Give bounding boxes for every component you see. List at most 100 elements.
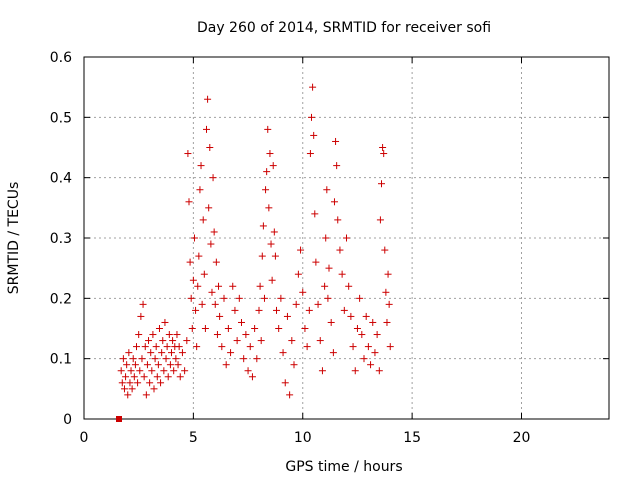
data-point: [173, 331, 181, 339]
data-point: [213, 331, 221, 339]
y-tick-label: 0.4: [50, 171, 72, 187]
data-point: [375, 367, 383, 375]
data-point: [166, 361, 174, 369]
data-point: [258, 252, 266, 260]
data-point: [146, 379, 154, 387]
data-point: [205, 204, 213, 212]
data-point: [160, 367, 168, 375]
data-point: [383, 318, 391, 326]
x-tick-label: 0: [80, 430, 89, 446]
data-point: [152, 343, 160, 351]
data-point: [260, 294, 268, 302]
data-point: [131, 361, 139, 369]
data-point: [147, 349, 155, 357]
data-point: [321, 282, 329, 290]
x-tick-label: 15: [403, 430, 421, 446]
data-point: [378, 180, 385, 188]
data-point: [323, 186, 331, 194]
data-point: [336, 246, 344, 254]
data-point: [159, 337, 167, 345]
data-point: [218, 343, 226, 351]
data-point: [157, 379, 165, 387]
data-point: [216, 312, 224, 320]
data-point: [203, 125, 210, 133]
data-point: [186, 258, 194, 266]
data-point: [325, 264, 333, 272]
data-point: [264, 125, 272, 133]
data-point: [305, 306, 313, 314]
data-point: [164, 373, 172, 381]
data-point: [153, 373, 161, 381]
data-point: [126, 379, 134, 387]
data-point: [130, 373, 138, 381]
x-axis-label: GPS time / hours: [285, 459, 402, 475]
data-point: [332, 137, 340, 145]
data-point: [360, 355, 368, 363]
data-point: [120, 385, 128, 393]
data-point: [142, 391, 150, 399]
data-point: [138, 355, 146, 363]
data-point: [333, 162, 341, 170]
data-point: [128, 385, 136, 393]
data-point: [123, 361, 131, 369]
data-point: [158, 349, 166, 357]
data-point: [267, 240, 275, 248]
data-point: [149, 331, 157, 339]
data-point: [235, 294, 243, 302]
data-point: [286, 391, 294, 399]
data-point: [187, 294, 195, 302]
data-point: [303, 343, 311, 351]
data-point: [279, 349, 287, 357]
data-point: [124, 391, 132, 399]
data-point: [168, 349, 175, 357]
data-point: [364, 343, 372, 351]
data-point: [340, 306, 348, 314]
data-point: [310, 131, 318, 139]
data-points: [116, 83, 394, 422]
data-point: [169, 337, 177, 345]
data-point: [204, 95, 212, 103]
data-point: [174, 361, 182, 369]
data-point: [151, 355, 159, 363]
data-point: [185, 198, 193, 206]
data-point: [161, 318, 169, 326]
data-point: [194, 282, 202, 290]
data-point: [379, 144, 387, 151]
data-point: [322, 234, 330, 242]
data-point: [134, 379, 142, 387]
x-tick-label: 5: [189, 430, 198, 446]
data-point: [233, 337, 241, 345]
data-point: [206, 144, 214, 151]
data-point: [133, 343, 140, 351]
data-point: [165, 331, 173, 339]
axis-ticks: 0 5 10 15 20 0 0.1 0.2 0.3 0.4 0.5 0.6: [50, 50, 609, 446]
data-point: [192, 306, 200, 314]
data-point: [376, 216, 384, 224]
data-point: [129, 355, 137, 363]
data-point: [231, 306, 239, 314]
data-point: [150, 385, 158, 393]
data-point: [306, 150, 314, 158]
data-point: [163, 343, 171, 351]
data-point: [384, 270, 392, 278]
y-tick-label: 0.1: [50, 352, 72, 368]
data-point: [183, 337, 191, 345]
data-point: [311, 210, 319, 218]
data-point: [259, 222, 267, 230]
data-point: [327, 318, 335, 326]
data-point: [358, 331, 366, 339]
data-point: [386, 343, 394, 351]
data-point: [227, 349, 235, 357]
data-point: [338, 270, 346, 278]
data-point: [271, 252, 279, 260]
data-point: [135, 331, 143, 339]
data-point: [371, 349, 379, 357]
data-point: [248, 373, 256, 381]
data-point: [212, 258, 220, 266]
data-point: [240, 355, 248, 363]
data-point: [127, 367, 135, 375]
data-point: [175, 343, 183, 351]
data-point: [308, 113, 315, 121]
data-point: [380, 150, 388, 158]
data-point: [224, 325, 232, 332]
